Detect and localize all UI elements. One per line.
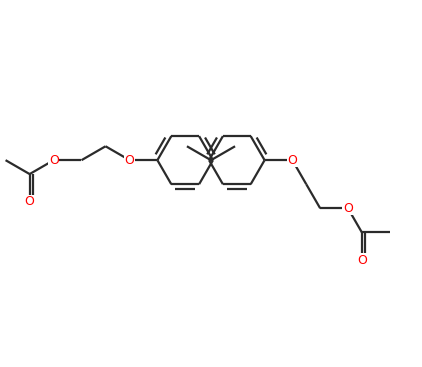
Text: O: O (49, 154, 59, 167)
Text: O: O (357, 254, 367, 267)
Text: O: O (287, 154, 298, 167)
Text: O: O (25, 195, 35, 208)
Text: O: O (343, 202, 353, 215)
Text: O: O (124, 154, 135, 167)
